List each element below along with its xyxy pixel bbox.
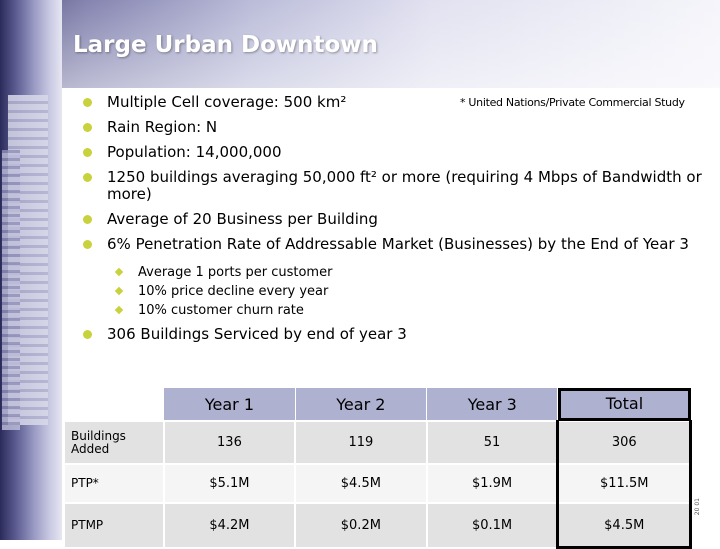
sub-bullet-text: 10% price decline every year <box>138 284 329 299</box>
bullet-text: Multiple Cell coverage: 500 km² <box>107 93 347 111</box>
bullet-text: Rain Region: N <box>107 118 218 136</box>
bullet-dot-icon <box>83 98 92 107</box>
sub-bullet-text: Average 1 ports per customer <box>138 265 333 280</box>
bullet-item: Multiple Cell coverage: 500 km² <box>82 94 702 111</box>
row-label: PTP* <box>63 463 165 504</box>
table-cell: $5.1M <box>162 463 297 504</box>
building-image-secondary <box>2 150 20 430</box>
bullet-item: Population: 14,000,000 <box>82 144 702 161</box>
side-building-strip <box>0 0 62 540</box>
bullet-dot-icon <box>83 173 92 182</box>
bullet-dot-icon <box>83 330 92 339</box>
table-corner <box>64 388 164 422</box>
row-label: Buildings Added <box>63 420 165 465</box>
bullet-text: Population: 14,000,000 <box>107 143 282 161</box>
table-cell: $4.5M <box>294 463 428 504</box>
table-cell: $0.2M <box>294 502 428 549</box>
sub-bullet-item: Average 1 ports per customer <box>82 263 702 282</box>
column-header: Year 1 <box>163 387 296 422</box>
bullet-item: Rain Region: N <box>82 119 702 136</box>
table-row: PTP* $5.1M $4.5M $1.9M $11.5M <box>63 463 692 504</box>
bullet-dot-icon <box>83 215 92 224</box>
source-note: * United Nations/Private Commercial Stud… <box>460 96 685 109</box>
slide-title: Large Urban Downtown <box>73 32 378 58</box>
table-cell: $1.9M <box>425 463 559 504</box>
bullet-dot-icon <box>83 240 92 249</box>
bullet-item: Average of 20 Business per Building <box>82 211 702 228</box>
column-header: Year 3 <box>426 387 559 422</box>
bullet-dot-icon <box>83 148 92 157</box>
bullet-text: Average of 20 Business per Building <box>107 210 378 228</box>
table-cell-total: 306 <box>556 420 692 465</box>
table-row: Buildings Added 136 119 51 306 <box>63 420 692 465</box>
sub-bullet-item: 10% customer churn rate <box>82 301 702 320</box>
sub-bullet-text: 10% customer churn rate <box>138 303 304 318</box>
bullet-text: 6% Penetration Rate of Addressable Marke… <box>107 235 689 253</box>
table-row: PTMP $4.2M $0.2M $0.1M $4.5M <box>63 502 692 549</box>
table-cell: 136 <box>162 420 297 465</box>
bullet-dot-icon <box>83 123 92 132</box>
diamond-bullet-icon <box>114 305 124 315</box>
diamond-bullet-icon <box>114 267 124 277</box>
table-cell: 119 <box>294 420 428 465</box>
diamond-bullet-icon <box>114 286 124 296</box>
table-header-row: Year 1 Year 2 Year 3 Total <box>64 387 691 422</box>
table-cell: $0.1M <box>425 502 559 549</box>
bullet-list: Multiple Cell coverage: 500 km² Rain Reg… <box>82 90 702 343</box>
table-cell-total: $11.5M <box>556 463 692 504</box>
bullet-text: 1250 buildings averaging 50,000 ft² or m… <box>107 168 702 203</box>
bullet-item: 306 Buildings Serviced by end of year 3 <box>82 326 702 343</box>
table-cell: $4.2M <box>162 502 297 549</box>
page-mark: 20 01 <box>694 498 701 516</box>
title-band <box>0 0 720 88</box>
table-cell-total: $4.5M <box>556 502 692 549</box>
column-header: Year 2 <box>294 387 428 422</box>
buildings-table: Year 1 Year 2 Year 3 Total Buildings Add… <box>63 387 692 549</box>
table-cell: 51 <box>425 420 559 465</box>
title-band-fade <box>62 0 720 88</box>
column-header-total: Total <box>557 387 691 421</box>
bullet-item: 6% Penetration Rate of Addressable Marke… <box>82 236 702 253</box>
sub-bullet-item: 10% price decline every year <box>82 282 702 301</box>
bullet-text: 306 Buildings Serviced by end of year 3 <box>107 325 407 343</box>
bullet-item: 1250 buildings averaging 50,000 ft² or m… <box>82 169 702 203</box>
row-label: PTMP <box>63 502 165 549</box>
